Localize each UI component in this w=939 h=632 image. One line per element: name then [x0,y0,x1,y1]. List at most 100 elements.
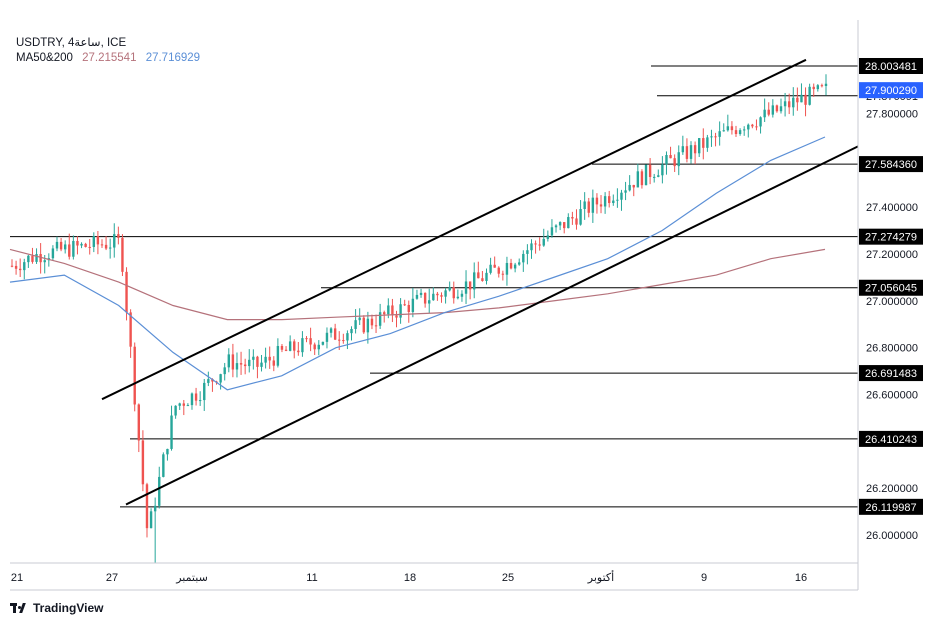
candles [10,74,828,563]
candle-body [190,393,194,406]
candle-body [489,264,492,273]
candle-body [223,367,226,375]
trend-channel [101,58,859,506]
tradingview-brand[interactable]: TradingView [10,601,103,615]
candle-body [432,293,435,301]
candle-body [383,312,386,315]
candle-body [755,126,758,128]
candle-body [534,243,537,245]
price-tag-bg [859,365,923,382]
current-price-label: 27.900290 [865,85,917,97]
candle-body [125,271,128,313]
candle-body [513,264,517,269]
candle-body [68,244,71,257]
candle-body [117,234,120,238]
candle-body [518,262,521,265]
candle-body [18,268,22,271]
candle-body [452,287,455,299]
x-tick-label: 16 [795,572,807,584]
y-tick-label: 26.600000 [866,389,918,401]
candle-body [366,318,370,333]
candle-body [481,278,484,281]
candle-body [264,356,267,363]
candle-body [657,175,660,177]
x-tick-label: 21 [11,572,23,584]
candle-body [203,382,206,401]
candle-body [493,264,496,268]
candle-body [43,260,46,263]
x-tick-label: سبتمبر [175,572,208,584]
candle-body [653,176,656,178]
candle-body [804,94,807,105]
candle-body [816,85,820,90]
candle-body [243,364,247,367]
candle-body [162,454,165,477]
candle-body [350,328,353,334]
candle-body [23,262,26,271]
candle-body [665,155,668,165]
ma200-value: 27.716929 [145,52,201,64]
candle-body [599,204,603,207]
candle-body [170,415,173,449]
candle-body [272,360,275,366]
candle-body [174,405,177,416]
candle-body [133,346,136,405]
candle-body [706,137,709,148]
candle-body [636,171,640,188]
y-tick-label: 27.200000 [866,249,918,261]
candle-body [84,243,87,247]
candle-body [63,244,67,250]
moving-averages [9,136,826,391]
candle-body [59,241,63,250]
candle-body [96,236,100,245]
candle-body [587,201,590,213]
candle-body [395,315,398,318]
candle-body [121,237,124,272]
candle-body [166,448,169,455]
candle-body [800,94,803,103]
candle-body [792,97,795,108]
candle-body [72,240,75,257]
candle-body [415,294,419,299]
candle-body [158,476,161,506]
candle-body [407,304,410,312]
candle-body [640,171,644,186]
candle-body [280,345,284,350]
axes: 26.00000026.20000026.40000026.60000026.8… [10,20,918,591]
candle-body [88,246,91,248]
current-price-bg [859,82,923,99]
candle-body [27,255,30,263]
candle-body [31,255,34,262]
candle-body [80,243,83,246]
ma50-line [9,248,826,321]
candle-body [571,217,574,219]
candle-body [710,136,713,138]
candle-body [309,338,312,345]
candle-body [198,400,202,402]
candle-body [317,344,320,350]
candle-body [329,328,333,333]
candle-body [591,197,595,213]
candle-body [468,281,472,290]
candle-body [681,146,685,153]
candle-body [669,155,672,159]
candle-body [648,164,652,178]
candle-body [219,374,222,383]
candle-body [35,254,38,262]
candle-body [153,505,157,512]
candle-body [419,292,423,295]
candle-body [92,236,96,247]
candle-body [211,379,214,382]
candle-body [358,317,361,321]
candle-body [256,356,259,367]
candle-body [391,305,394,316]
candle-body [747,124,750,130]
candle-body [812,86,815,90]
ma50-value: 27.215541 [82,52,137,64]
candle-body [595,197,599,205]
candle-body [697,138,701,154]
candle-body [338,339,341,341]
price-labels: 28.003481 27.584360 27.274279 27.056045 26.6… [859,57,923,515]
